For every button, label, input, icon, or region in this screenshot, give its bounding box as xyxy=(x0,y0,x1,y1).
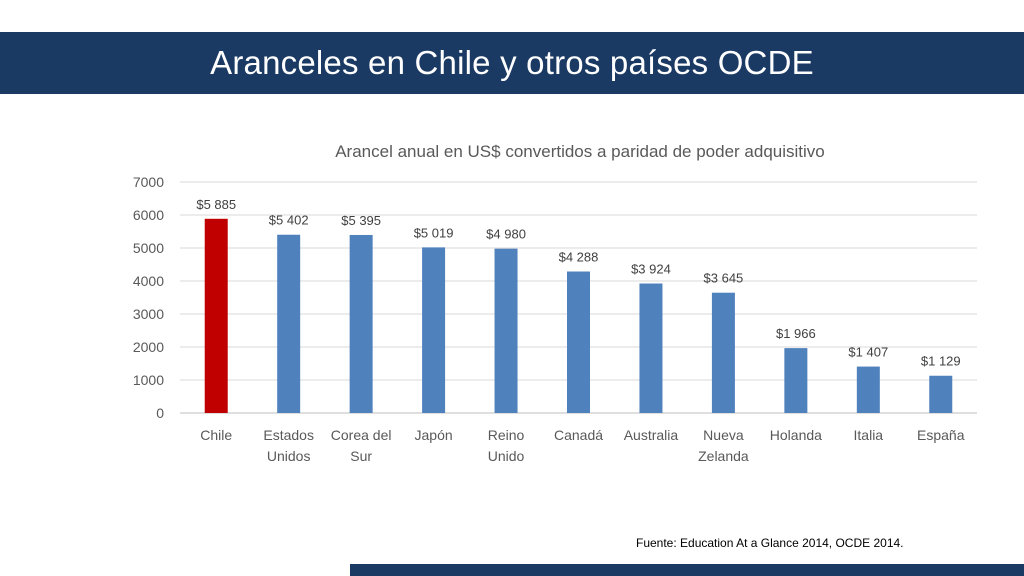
x-tick-label: Japón xyxy=(415,427,453,443)
data-label: $5 019 xyxy=(414,225,454,240)
bar xyxy=(711,292,735,413)
x-tick-label: Holanda xyxy=(770,427,822,443)
data-label: $4 980 xyxy=(486,227,526,242)
title-bar xyxy=(0,32,1024,94)
y-tick-label: 3000 xyxy=(133,306,164,322)
x-tick-label: Canadá xyxy=(554,427,603,443)
y-tick-label: 5000 xyxy=(133,240,164,256)
data-label: $3 645 xyxy=(704,271,744,286)
y-tick-label: 4000 xyxy=(133,273,164,289)
x-tick-label: Unidos xyxy=(267,448,311,464)
bar xyxy=(349,234,373,413)
slide-title: Aranceles en Chile y otros países OCDE xyxy=(210,44,814,81)
source-note: Fuente: Education At a Glance 2014, OCDE… xyxy=(636,536,904,550)
bar xyxy=(277,234,301,413)
chart-title: Arancel anual en US$ convertidos a parid… xyxy=(335,142,825,161)
bar xyxy=(422,247,446,413)
bar xyxy=(856,366,880,413)
bar xyxy=(929,375,953,413)
data-label: $3 924 xyxy=(631,262,671,277)
y-tick-label: 2000 xyxy=(133,339,164,355)
data-label: $1 966 xyxy=(776,326,816,341)
x-tick-label: Unido xyxy=(488,448,525,464)
x-tick-label: Reino xyxy=(488,427,525,443)
x-tick-label: España xyxy=(917,427,965,443)
bottom-accent-bar xyxy=(350,564,1024,576)
data-label: $4 288 xyxy=(559,249,599,264)
y-tick-label: 1000 xyxy=(133,372,164,388)
x-tick-label: Nueva xyxy=(703,427,744,443)
bar xyxy=(567,271,590,413)
bar xyxy=(204,218,228,413)
x-tick-label: Australia xyxy=(624,427,679,443)
data-label: $5 395 xyxy=(341,213,381,228)
bar xyxy=(639,283,663,413)
bar xyxy=(784,348,808,413)
x-tick-label: Corea del xyxy=(331,427,392,443)
data-label: $5 402 xyxy=(269,213,309,228)
x-tick-label: Sur xyxy=(350,448,372,464)
data-label: $1 407 xyxy=(848,345,888,360)
x-tick-label: Chile xyxy=(200,427,232,443)
x-tick-label: Estados xyxy=(263,427,314,443)
y-tick-label: 7000 xyxy=(133,174,164,190)
x-tick-label: Zelanda xyxy=(698,448,749,464)
y-tick-label: 0 xyxy=(156,405,164,421)
y-tick-label: 6000 xyxy=(133,207,164,223)
bar xyxy=(494,248,518,413)
data-label: $1 129 xyxy=(921,354,961,369)
data-label: $5 885 xyxy=(196,197,236,212)
x-tick-label: Italia xyxy=(854,427,884,443)
